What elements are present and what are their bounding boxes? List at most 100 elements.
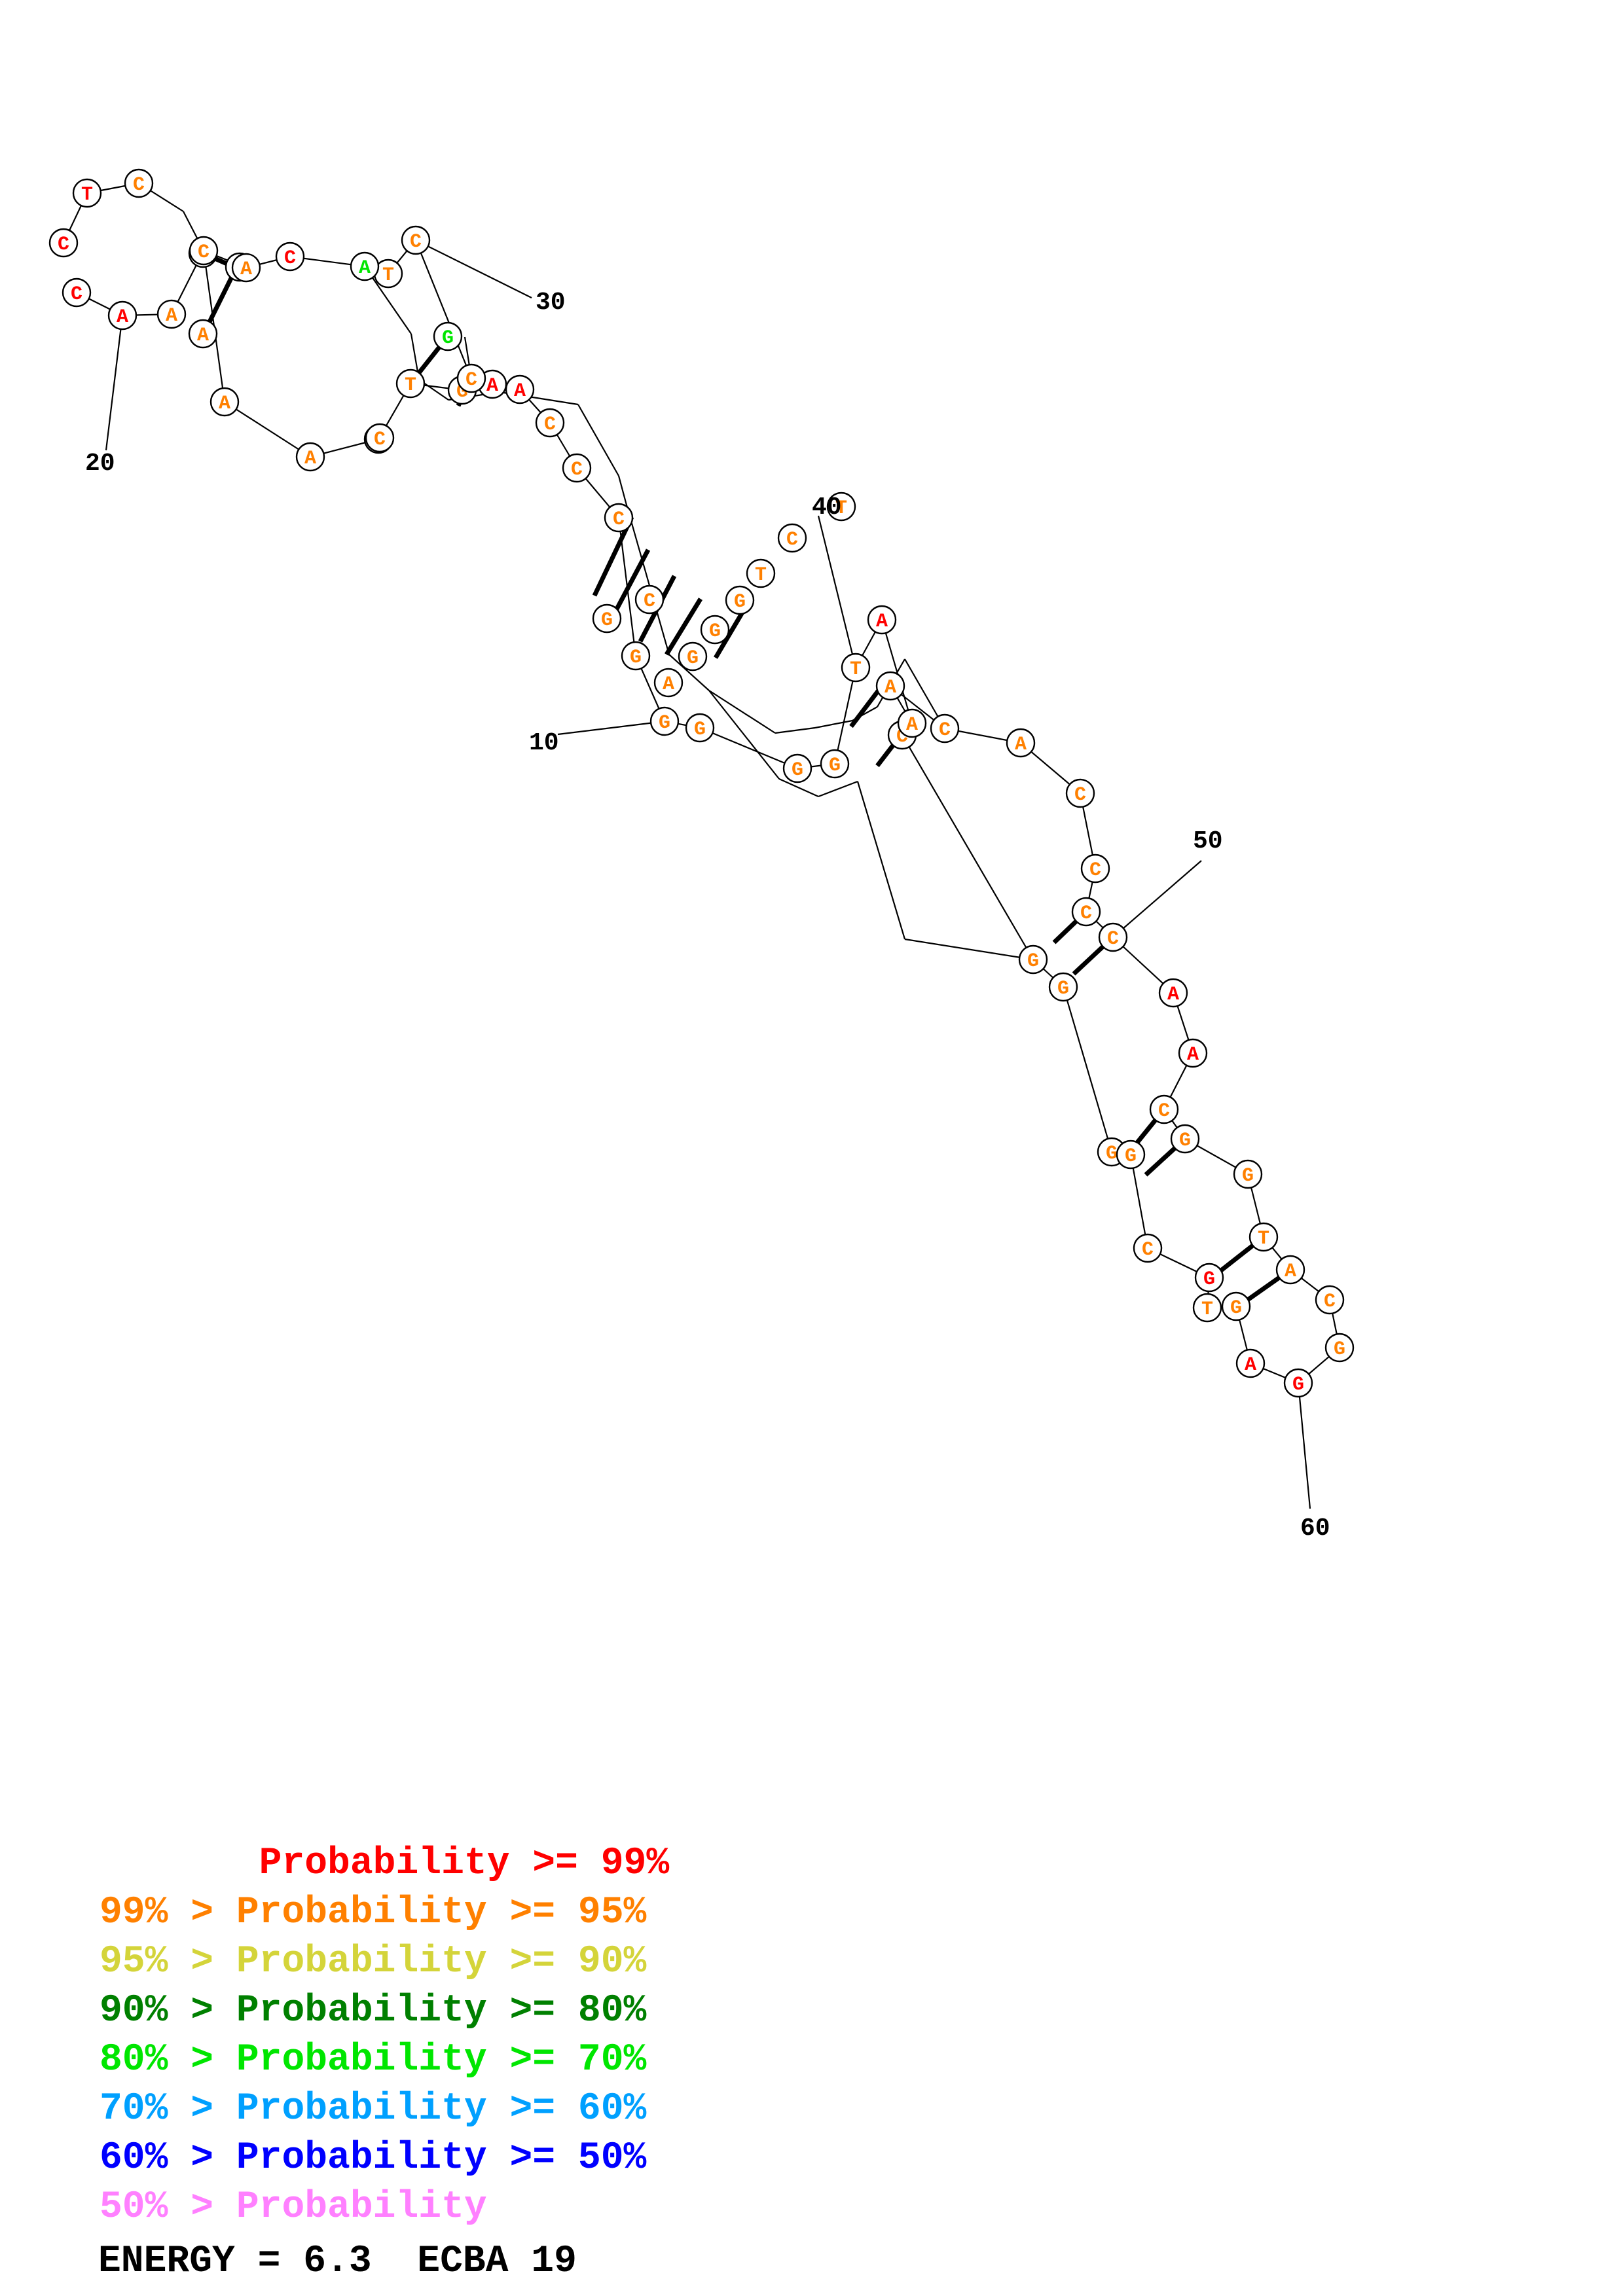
nucleotide-circle <box>782 753 812 783</box>
nucleotide-circle <box>1006 728 1036 758</box>
backbone-segment <box>414 240 473 379</box>
nucleotide: G <box>1324 1333 1355 1363</box>
legend-line-1: Probability >= 99% <box>100 1842 669 1885</box>
backbone-segment <box>708 690 776 734</box>
nucleotide-letter: G <box>1242 1165 1254 1187</box>
nucleotide-circle <box>1194 1263 1224 1293</box>
nucleotide-letter: T <box>81 184 93 206</box>
nucleotide: T <box>746 558 776 588</box>
nucleotide-letter: A <box>117 306 128 329</box>
nucleotide-letter: G <box>659 712 670 734</box>
nucleotide: A <box>1275 1255 1305 1285</box>
nucleotide-letter: C <box>544 414 556 436</box>
nucleotide-letter: T <box>382 264 394 287</box>
nucleotide-letter: C <box>71 283 82 306</box>
backbone-segment <box>699 726 798 770</box>
nucleotide: G <box>1194 1263 1224 1293</box>
nucleotide: T <box>841 653 871 683</box>
nucleotide-letter: A <box>1015 734 1027 756</box>
backbone-segment <box>1062 986 1113 1153</box>
nucleotide: C <box>535 408 565 438</box>
nucleotide: G <box>1116 1139 1146 1170</box>
nucleotide: C <box>275 242 305 272</box>
nucleotide-letter: G <box>1230 1297 1242 1319</box>
nucleotide-letter: G <box>829 755 841 777</box>
backbone-segment <box>778 778 819 798</box>
nucleotide-letter: G <box>1203 1268 1215 1291</box>
nucleotide-circle <box>1158 978 1188 1008</box>
backbone-segment <box>902 734 1034 960</box>
nucleotide: A <box>897 708 927 738</box>
nucleotide-letter: C <box>939 719 951 742</box>
nucleotide: G <box>649 706 680 736</box>
nucleotide-circle <box>365 423 395 453</box>
nucleotide: A <box>653 668 684 698</box>
nucleotide: G <box>1233 1159 1263 1189</box>
nucleotide-circle <box>1233 1159 1263 1189</box>
nucleotide-circle <box>1249 1222 1279 1252</box>
nucleotide-letter: T <box>835 497 847 520</box>
nucleotide-letter: C <box>1324 1291 1336 1313</box>
nucleotide-circle <box>433 321 463 351</box>
nucleotide-circle <box>350 251 380 281</box>
position-ticks <box>105 240 1311 1509</box>
nucleotide-circle <box>1192 1293 1222 1323</box>
nucleotide-letter: T <box>1201 1299 1213 1321</box>
position-tick <box>1297 1382 1311 1509</box>
nucleotide: C <box>1315 1285 1345 1315</box>
nucleotide: A <box>350 251 380 281</box>
nucleotide: C <box>124 168 154 198</box>
nucleotide: A <box>1006 728 1036 758</box>
nucleotide-circle <box>1149 1094 1179 1124</box>
nucleotide: G <box>621 641 651 671</box>
nucleotide: A <box>867 605 897 635</box>
nucleotide-letter: A <box>240 259 252 281</box>
nucleotide-letter: G <box>1125 1145 1137 1168</box>
nucleotide-letter: G <box>1106 1143 1118 1165</box>
nucleotide: C <box>562 453 592 483</box>
position-label-50: 50 <box>1193 827 1223 855</box>
backbone-segment <box>775 726 816 734</box>
nucleotide-letter: A <box>876 611 888 633</box>
backbone-segment <box>881 619 913 724</box>
backbone-segment <box>818 780 858 798</box>
nucleotide: G <box>1048 972 1078 1002</box>
position-tick <box>817 515 857 668</box>
nucleotide-circle <box>592 603 622 634</box>
backbone-segment <box>617 475 627 503</box>
nucleotide: C <box>1149 1094 1179 1124</box>
nucleotide-circle <box>189 236 219 266</box>
nucleotide-circle <box>604 503 634 533</box>
nucleotide: A <box>156 299 187 329</box>
nucleotide-circle <box>621 641 651 671</box>
legend-line-2: 99% > Probability >= 95% <box>100 1892 647 1934</box>
nucleotide-circle <box>401 225 431 255</box>
legend-line-6: 70% > Probability >= 60% <box>100 2088 647 2130</box>
backbone-segment <box>224 401 311 457</box>
nucleotide-letter: C <box>613 509 625 531</box>
position-label-30: 30 <box>536 289 566 317</box>
nucleotide-circle <box>897 708 927 738</box>
nucleotide: A <box>1178 1038 1208 1068</box>
nucleotide-letter: C <box>786 529 798 551</box>
nucleotide-letter: C <box>374 429 386 451</box>
nucleotide: C <box>1065 778 1095 808</box>
nucleotide-letter: G <box>734 591 746 613</box>
nucleotide-letter: C <box>410 231 422 253</box>
nucleotide-letter: A <box>304 448 316 470</box>
nucleotide-circle <box>1221 1291 1251 1321</box>
nucleotide-letter: C <box>58 234 69 256</box>
nucleotide-letter: C <box>1142 1239 1154 1261</box>
nucleotide: T <box>72 178 102 208</box>
nucleotide-circle <box>826 492 856 522</box>
nucleotide-circle <box>841 653 871 683</box>
backbone-segment <box>708 690 780 780</box>
nucleotide-circle <box>275 242 305 272</box>
nucleotide-letter: G <box>1027 950 1039 973</box>
nucleotide-letter: C <box>198 242 210 264</box>
nucleotide-letter: C <box>1158 1100 1170 1122</box>
nucleotide-letter: A <box>166 305 177 327</box>
position-label-60: 60 <box>1300 1515 1330 1543</box>
energy-summary: ENERGY = 6.3 ECBA 19 <box>98 2240 577 2283</box>
nucleotide: A <box>210 387 240 417</box>
